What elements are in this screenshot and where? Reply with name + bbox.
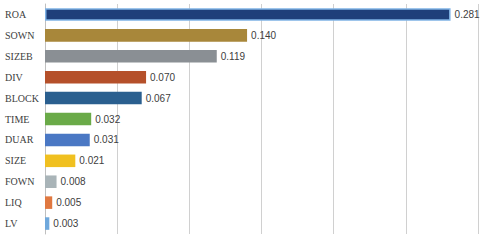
svg-text:0.067: 0.067: [146, 93, 171, 104]
svg-text:0.005: 0.005: [56, 197, 81, 208]
svg-text:LV: LV: [5, 218, 18, 229]
svg-text:0.281: 0.281: [455, 9, 480, 20]
svg-text:0.140: 0.140: [251, 30, 276, 41]
svg-text:ROA: ROA: [5, 9, 27, 20]
svg-text:0.070: 0.070: [150, 72, 175, 83]
svg-text:0.008: 0.008: [61, 176, 86, 187]
svg-text:LIQ: LIQ: [5, 197, 22, 208]
svg-text:TIME: TIME: [5, 114, 29, 125]
svg-text:FOWN: FOWN: [5, 176, 34, 187]
svg-text:SOWN: SOWN: [5, 30, 34, 41]
svg-text:SIZE: SIZE: [5, 155, 26, 166]
svg-text:0.003: 0.003: [53, 218, 78, 229]
svg-text:DIV: DIV: [5, 72, 24, 83]
svg-text:0.021: 0.021: [79, 155, 104, 166]
svg-text:0.031: 0.031: [94, 134, 119, 145]
svg-text:0.032: 0.032: [95, 114, 120, 125]
svg-text:0.119: 0.119: [221, 51, 246, 62]
svg-text:BLOCK: BLOCK: [5, 93, 40, 104]
svg-text:DUAR: DUAR: [5, 134, 34, 145]
svg-text:SIZEB: SIZEB: [5, 51, 33, 62]
